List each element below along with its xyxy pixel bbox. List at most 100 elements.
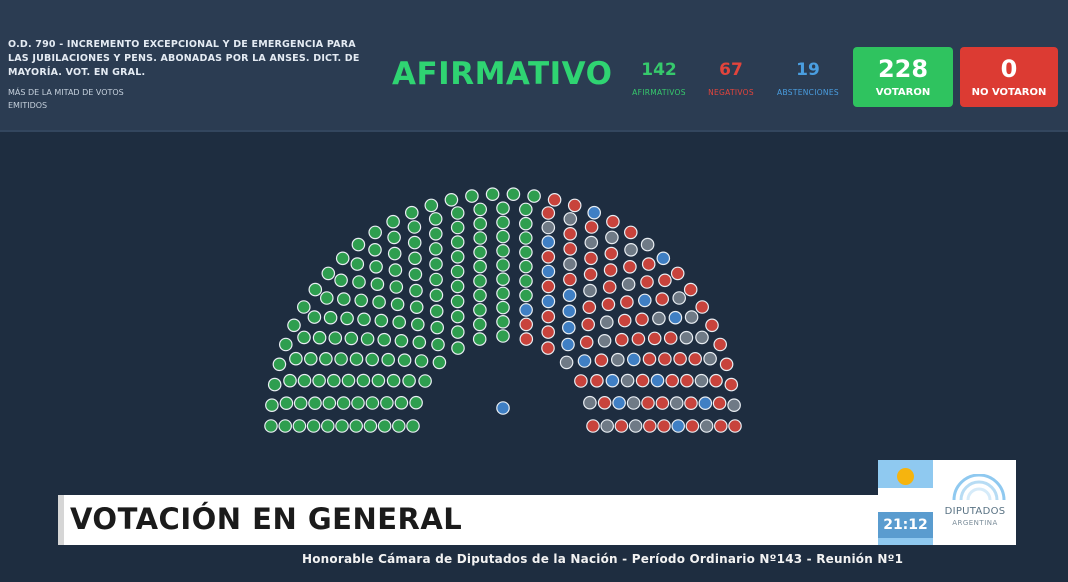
seat-negativo	[719, 357, 734, 372]
logo-country: ARGENTINA	[952, 519, 998, 527]
seat-afirmativo	[424, 198, 439, 213]
seat-abstencion	[541, 294, 556, 309]
seat-negativo	[603, 263, 618, 277]
vote-header: O.D. 790 - INCREMENTO EXCEPCIONAL Y DE E…	[0, 0, 1068, 132]
seat-abstencion	[605, 373, 620, 388]
seat-ausente	[703, 351, 717, 366]
seat-afirmativo	[387, 246, 402, 261]
seat-ausente	[610, 352, 625, 367]
seat-afirmativo	[519, 259, 533, 274]
seat-afirmativo	[319, 352, 333, 366]
seat-negativo	[713, 419, 728, 433]
seat-afirmativo	[287, 318, 301, 333]
seat-ausente	[621, 277, 636, 291]
seat-afirmativo	[368, 243, 382, 257]
seat-afirmativo	[518, 231, 533, 245]
seat-afirmativo	[450, 206, 465, 220]
seat-afirmativo	[428, 212, 443, 226]
seat-afirmativo	[450, 235, 465, 249]
seat-negativo	[685, 419, 700, 433]
seat-afirmativo	[349, 419, 363, 433]
seat-afirmativo	[414, 354, 429, 368]
seat-afirmativo	[390, 297, 405, 312]
seat-afirmativo	[473, 216, 487, 231]
seat-ausente	[559, 355, 574, 370]
seat-afirmativo	[336, 396, 351, 410]
negative-value: 67	[719, 60, 743, 80]
seat-negativo	[670, 266, 685, 281]
news-ticker: Honorable Cámara de Diputados de la Naci…	[302, 552, 904, 566]
seat-afirmativo	[407, 235, 422, 250]
seat-negativo	[673, 352, 687, 366]
seat-afirmativo	[352, 275, 366, 289]
seat-ausente	[599, 315, 614, 329]
seat-negativo	[620, 295, 634, 309]
seat-afirmativo	[451, 341, 465, 355]
seat-afirmativo	[496, 286, 510, 301]
seat-abstencion	[577, 354, 592, 368]
seat-afirmativo	[428, 242, 443, 256]
seat-afirmativo	[322, 396, 337, 410]
not-voted-value: 0	[1000, 55, 1018, 83]
seat-afirmativo	[430, 320, 444, 335]
lower-third-banner: VOTACIÓN EN GENERAL	[58, 495, 878, 545]
seat-negativo	[541, 325, 555, 339]
seat-afirmativo	[386, 214, 400, 229]
seat-afirmativo	[519, 274, 533, 288]
seat-afirmativo	[351, 396, 365, 410]
seat-afirmativo	[496, 315, 510, 329]
negative-label: NEGATIVOS	[708, 88, 754, 97]
seat-negativo	[635, 312, 649, 327]
clock-time: 21:12	[878, 512, 933, 538]
seat-negativo	[647, 331, 662, 346]
seat-abstencion	[561, 337, 575, 352]
seat-ausente	[597, 334, 612, 348]
seat-negativo	[541, 279, 556, 294]
seat-afirmativo	[496, 244, 510, 258]
seat-negativo	[642, 419, 657, 433]
seat-negativo	[597, 395, 612, 410]
seat-afirmativo	[389, 280, 404, 294]
seat-afirmativo	[335, 251, 350, 266]
abstention-label: ABSTENCIONES	[777, 88, 839, 97]
seat-negativo	[712, 396, 727, 410]
seat-ausente	[672, 291, 686, 305]
seat-negativo	[541, 206, 556, 220]
seat-afirmativo	[397, 353, 412, 367]
seat-ausente	[584, 235, 599, 250]
seat-afirmativo	[473, 245, 487, 260]
seat-negativo	[584, 251, 598, 266]
seat-negativo	[547, 193, 562, 207]
seat-ausente	[695, 330, 709, 345]
seat-afirmativo	[312, 330, 327, 345]
seat-afirmativo	[308, 282, 323, 297]
seat-afirmativo	[303, 352, 318, 366]
seat-afirmativo	[319, 291, 334, 305]
seat-afirmativo	[354, 293, 368, 308]
seat-negativo	[642, 352, 657, 366]
seat-afirmativo	[335, 419, 349, 433]
seat-afirmativo	[365, 396, 380, 410]
seat-afirmativo	[412, 335, 427, 350]
seat-afirmativo	[349, 352, 364, 366]
seat-afirmativo	[518, 216, 533, 231]
seat-negativo	[590, 374, 604, 388]
seat-afirmativo	[519, 245, 533, 260]
seat-afirmativo	[409, 283, 423, 298]
seat-ausente	[669, 396, 684, 410]
seat-abstencion	[626, 352, 641, 367]
seat-negativo	[594, 353, 609, 367]
seat-ausente	[694, 373, 709, 388]
seat-afirmativo	[429, 288, 444, 302]
seat-afirmativo	[357, 312, 371, 327]
seat-afirmativo	[473, 259, 487, 274]
seat-ausente	[583, 283, 597, 298]
seat-afirmativo	[496, 258, 510, 272]
seat-afirmativo	[485, 187, 500, 201]
seat-afirmativo	[372, 295, 386, 309]
seat-abstencion	[562, 304, 577, 318]
seat-afirmativo	[408, 267, 423, 282]
seat-negativo	[563, 272, 577, 287]
seat-ausente	[600, 419, 614, 433]
seat-afirmativo	[408, 251, 422, 266]
